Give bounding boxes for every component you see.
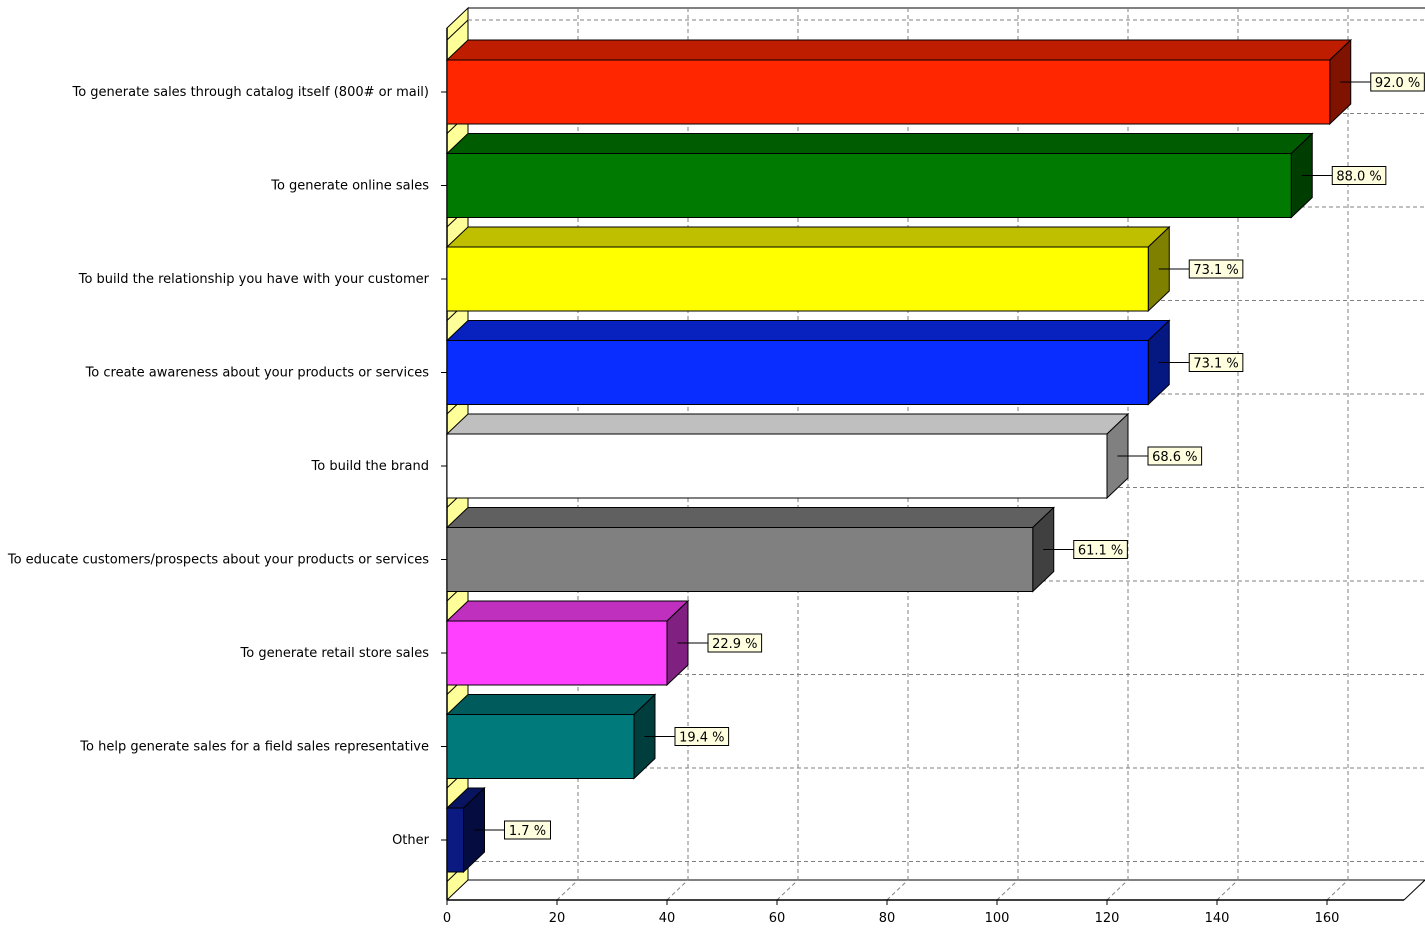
- bar-front-face: [446, 807, 464, 873]
- bar: [445, 693, 657, 780]
- bar: [445, 599, 690, 687]
- data-label: 61.1 %: [1078, 544, 1123, 559]
- bar: [445, 319, 1171, 406]
- bar-top-face: [445, 226, 1171, 248]
- bar-front-face: [446, 59, 1331, 125]
- side-wall-gridline: [446, 19, 469, 41]
- bar-top-face: [445, 413, 1130, 435]
- category-label: Other: [392, 833, 430, 848]
- data-label: 88.0 %: [1336, 170, 1381, 185]
- bar-front-face: [446, 620, 668, 686]
- bar: [445, 506, 1055, 593]
- category-label: To build the brand: [311, 459, 429, 474]
- bar-front-face: [446, 153, 1292, 218]
- bar: [445, 38, 1352, 126]
- bar: [445, 225, 1171, 313]
- data-label: 1.7 %: [509, 824, 546, 839]
- floor-gridline: [1216, 879, 1239, 901]
- data-label: 19.4 %: [679, 731, 724, 746]
- bars: [445, 38, 1352, 874]
- bar-top-face: [445, 320, 1171, 341]
- bar-front-face: [446, 340, 1149, 405]
- x-tick-label: 160: [1315, 911, 1340, 926]
- floor-gridline: [996, 879, 1019, 901]
- category-labels: To generate sales through catalog itself…: [7, 85, 447, 848]
- floor-right-edge: [1403, 879, 1425, 901]
- bar-top-face: [445, 507, 1055, 528]
- x-tick-label: 0: [443, 911, 451, 926]
- floor-gridline: [1106, 879, 1129, 901]
- data-label: 22.9 %: [712, 637, 757, 652]
- x-tick-label: 140: [1205, 911, 1230, 926]
- data-label-box: [1188, 259, 1244, 279]
- data-label-box: [1147, 446, 1203, 466]
- data-label: 92.0 %: [1375, 76, 1420, 91]
- data-label: 73.1 %: [1193, 357, 1238, 372]
- floor-gridline: [666, 879, 689, 901]
- x-tick-label: 100: [985, 911, 1010, 926]
- x-tick-label: 60: [769, 911, 786, 926]
- floor-gridline: [776, 879, 799, 901]
- bar-front-face: [446, 714, 635, 779]
- category-label: To create awareness about your products …: [85, 366, 430, 381]
- bar-front-face: [446, 246, 1149, 312]
- x-tick-label: 20: [549, 911, 566, 926]
- bar-top-face: [445, 133, 1314, 154]
- data-label-box: [1073, 540, 1128, 559]
- x-tick-label: 120: [1095, 911, 1120, 926]
- floor-gridline: [556, 879, 579, 901]
- data-label-box: [1188, 353, 1244, 372]
- data-label: 73.1 %: [1193, 263, 1238, 278]
- data-label-box: [674, 727, 730, 746]
- floor-gridline: [1326, 879, 1349, 901]
- category-label: To generate online sales: [270, 179, 429, 194]
- category-label: To help generate sales for a field sales…: [79, 740, 429, 755]
- category-label: To generate sales through catalog itself…: [71, 85, 429, 100]
- floor-gridline: [886, 879, 909, 901]
- x-tick-label: 80: [879, 911, 896, 926]
- bar-top-face: [445, 600, 690, 622]
- data-label-box: [707, 633, 763, 653]
- x-tick-label: 40: [659, 911, 676, 926]
- data-label-box: [1370, 72, 1425, 92]
- bar: [445, 132, 1314, 219]
- data-label-box: [504, 820, 551, 840]
- data-label-box: [1331, 166, 1387, 185]
- category-label: To generate retail store sales: [240, 646, 430, 661]
- category-label: To build the relationship you have with …: [78, 272, 430, 287]
- data-labels: 92.0 % 88.0 % 73.1 % 73.1 % 68.6 % 61.1 % 22.9…: [474, 72, 1425, 840]
- bar-top-face: [445, 39, 1352, 61]
- data-label: 68.6 %: [1152, 450, 1197, 465]
- bar-top-face: [445, 694, 657, 715]
- bar: [445, 412, 1130, 500]
- category-label: To educate customers/prospects about you…: [7, 553, 429, 568]
- x-tick-labels: 0 20 40 60 80 100 120 140 160: [443, 900, 1340, 926]
- bar-front-face: [446, 527, 1034, 592]
- bar-front-face: [446, 433, 1108, 499]
